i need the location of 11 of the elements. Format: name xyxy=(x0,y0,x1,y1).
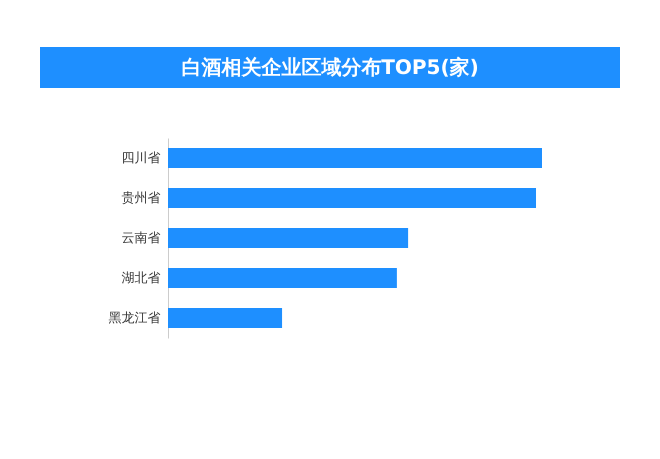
y-tick-label: 湖北省 xyxy=(122,271,160,286)
bar xyxy=(168,268,397,288)
bar xyxy=(168,308,282,328)
bar xyxy=(168,148,542,168)
y-tick-label: 四川省 xyxy=(122,151,160,166)
bar xyxy=(168,228,408,248)
chart-title: 白酒相关企业区域分布TOP5(家) xyxy=(40,47,620,88)
y-tick-label: 黑龙江省 xyxy=(108,311,160,326)
y-tick-label: 云南省 xyxy=(122,231,160,246)
bar xyxy=(168,188,536,208)
y-tick-label: 贵州省 xyxy=(122,191,160,206)
